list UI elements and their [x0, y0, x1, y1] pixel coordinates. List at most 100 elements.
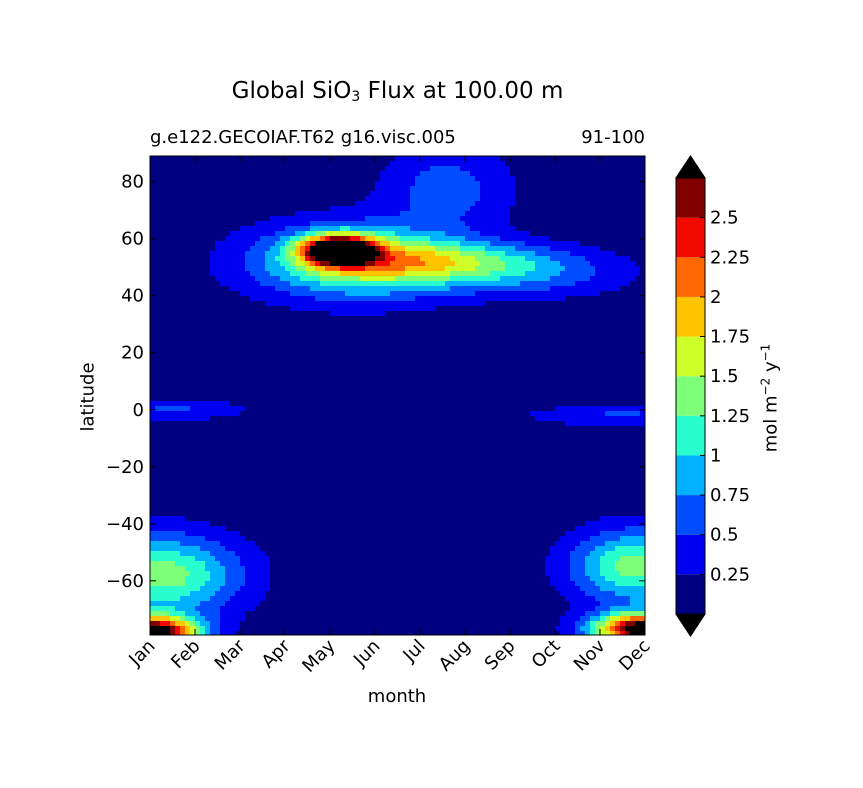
heatmap-cell [485, 356, 491, 362]
heatmap-cell [375, 361, 381, 367]
heatmap-cell [370, 361, 376, 367]
heatmap-cell [170, 276, 176, 282]
heatmap-cell [310, 401, 316, 407]
heatmap-cell [160, 221, 166, 227]
heatmap-cell [220, 391, 226, 397]
heatmap-cell [260, 166, 266, 172]
heatmap-cell [345, 231, 351, 237]
heatmap-cell [300, 356, 306, 362]
heatmap-cell [500, 236, 506, 242]
heatmap-cell [515, 366, 521, 372]
heatmap-cell [400, 396, 406, 402]
heatmap-cell [430, 361, 436, 367]
heatmap-cell [240, 296, 246, 302]
heatmap-cell [305, 221, 311, 227]
heatmap-cell [160, 381, 166, 387]
heatmap-cell [270, 341, 276, 347]
heatmap-cell [210, 191, 216, 197]
heatmap-cell [345, 256, 351, 262]
heatmap-cell [620, 156, 626, 162]
heatmap-cell [595, 226, 601, 232]
heatmap-cell [185, 266, 191, 272]
heatmap-cell [210, 356, 216, 362]
heatmap-cell [560, 326, 566, 332]
heatmap-cell [610, 206, 616, 212]
heatmap-cell [350, 281, 356, 287]
heatmap-cell [635, 241, 641, 247]
heatmap-cell [475, 186, 481, 192]
heatmap-cell [230, 196, 236, 202]
heatmap-cell [320, 331, 326, 337]
heatmap-cell [575, 251, 581, 257]
heatmap-cell [160, 406, 166, 412]
heatmap-cell [515, 371, 521, 377]
heatmap-cell [615, 161, 621, 167]
heatmap-cell [315, 386, 321, 392]
heatmap-cell [305, 391, 311, 397]
heatmap-cell [210, 216, 216, 222]
heatmap-cell [490, 271, 496, 277]
heatmap-cell [560, 296, 566, 302]
heatmap-cell [215, 396, 221, 402]
heatmap-cell [235, 266, 241, 272]
heatmap-cell [625, 341, 631, 347]
heatmap-cell [480, 226, 486, 232]
heatmap-cell [395, 216, 401, 222]
heatmap-cell [280, 201, 286, 207]
heatmap-cell [290, 401, 296, 407]
heatmap-cell [635, 201, 641, 207]
heatmap-cell [350, 381, 356, 387]
heatmap-cell [385, 316, 391, 322]
heatmap-cell [340, 261, 346, 267]
heatmap-cell [165, 331, 171, 337]
heatmap-cell [540, 321, 546, 327]
heatmap-cell [555, 356, 561, 362]
heatmap-cell [620, 296, 626, 302]
heatmap-cell [200, 156, 206, 162]
heatmap-cell [305, 186, 311, 192]
heatmap-cell [150, 261, 156, 267]
heatmap-cell [265, 161, 271, 167]
heatmap-cell [240, 211, 246, 217]
heatmap-cell [375, 401, 381, 407]
heatmap-cell [325, 361, 331, 367]
heatmap-cell [625, 176, 631, 182]
heatmap-cell [490, 241, 496, 247]
heatmap-cell [575, 316, 581, 322]
heatmap-cell [305, 366, 311, 372]
heatmap-cell [250, 331, 256, 337]
heatmap-cell [380, 231, 386, 237]
heatmap-cell [335, 356, 341, 362]
heatmap-cell [390, 221, 396, 227]
heatmap-cell [530, 381, 536, 387]
heatmap-cell [575, 296, 581, 302]
heatmap-cell [555, 206, 561, 212]
heatmap-cell [420, 341, 426, 347]
heatmap-cell [555, 361, 561, 367]
heatmap-cell [615, 351, 621, 357]
heatmap-cell [455, 206, 461, 212]
heatmap-cell [560, 301, 566, 307]
heatmap-cell [495, 376, 501, 382]
heatmap-cell [360, 171, 366, 177]
heatmap-cell [510, 246, 516, 252]
heatmap-cell [395, 186, 401, 192]
heatmap-cell [205, 271, 211, 277]
heatmap-cell [480, 401, 486, 407]
heatmap-cell [440, 236, 446, 242]
heatmap-cell [505, 376, 511, 382]
heatmap-cell [465, 401, 471, 407]
heatmap-cell [535, 291, 541, 297]
heatmap-cell [495, 391, 501, 397]
heatmap-cell [505, 291, 511, 297]
heatmap-cell [155, 331, 161, 337]
heatmap-cell [220, 176, 226, 182]
heatmap-cell [570, 256, 576, 262]
heatmap-cell [430, 271, 436, 277]
heatmap-cell [310, 381, 316, 387]
heatmap-cell [495, 166, 501, 172]
heatmap-cell [325, 306, 331, 312]
heatmap-cell [415, 176, 421, 182]
heatmap-cell [620, 221, 626, 227]
heatmap-cell [560, 271, 566, 277]
